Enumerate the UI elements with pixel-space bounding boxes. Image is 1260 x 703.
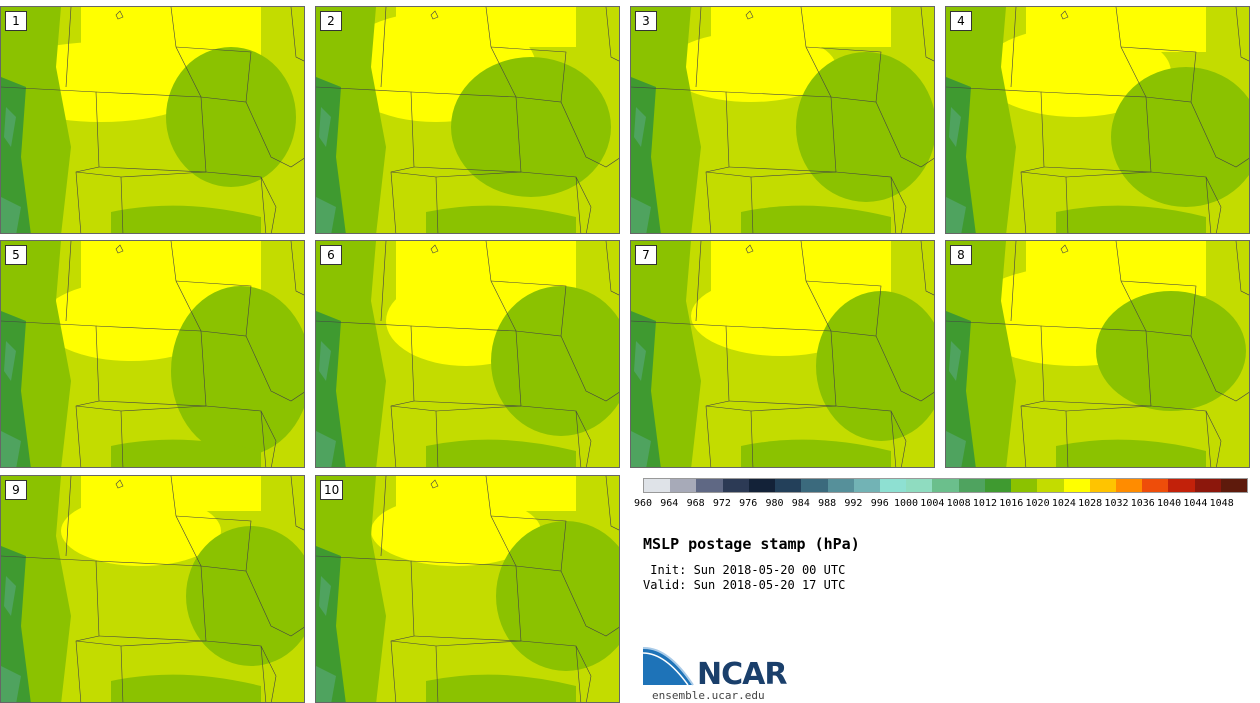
colorbar-tick-label: 988 (818, 498, 837, 509)
map-panel: 7 (630, 240, 935, 468)
colorbar-swatch (696, 479, 723, 492)
colorbar-tick-label: 1036 (1130, 498, 1155, 509)
colorbar-tick-label: 992 (844, 498, 863, 509)
init-time: Init: Sun 2018-05-20 00 UTC (643, 563, 846, 577)
colorbar-swatch (1194, 479, 1221, 492)
colorbar-tick-label: 976 (739, 498, 758, 509)
colorbar-swatch (958, 479, 985, 492)
map-panel: 1 (0, 6, 305, 234)
colorbar-tick-label: 1012 (972, 498, 997, 509)
colorbar-swatch (748, 479, 776, 492)
panel-number: 9 (5, 480, 27, 500)
colorbar-tick-label: 996 (870, 498, 889, 509)
colorbar-swatch (775, 479, 802, 492)
colorbar-tick-label: 1044 (1183, 498, 1208, 509)
colorbar-tick-label: 1024 (1051, 498, 1076, 509)
colorbar-swatch (1220, 479, 1248, 492)
panel-number: 3 (635, 11, 657, 31)
colorbar-tick-label: 968 (686, 498, 705, 509)
ncar-logo-icon (643, 646, 694, 686)
colorbar-tick-label: 980 (765, 498, 784, 509)
colorbar-tick-label: 960 (633, 498, 653, 509)
colorbar-tick-label: 1004 (920, 498, 945, 509)
map-panel: 8 (945, 240, 1250, 468)
colorbar-tick-label: 972 (712, 498, 731, 509)
colorbar-swatch (801, 479, 828, 492)
colorbar-swatch (644, 479, 671, 492)
colorbar-swatch (879, 479, 907, 492)
colorbar-swatch (1011, 479, 1038, 492)
map-panel: 3 (630, 6, 935, 234)
panel-number: 2 (320, 11, 342, 31)
colorbar-swatch (984, 479, 1012, 492)
mslp-map (631, 7, 934, 233)
mslp-map (1, 7, 304, 233)
colorbar-swatch (827, 479, 854, 492)
panel-number: 8 (950, 245, 972, 265)
mslp-map (631, 241, 934, 467)
ncar-logo-text: NCAR (697, 657, 787, 692)
colorbar-tick-label: 1048 (1209, 498, 1234, 509)
colorbar (643, 478, 1248, 493)
colorbar-tick-label: 1008 (946, 498, 971, 509)
mslp-map (946, 7, 1249, 233)
colorbar-tick-label: 1028 (1078, 498, 1103, 509)
panel-number: 10 (320, 480, 344, 500)
mslp-map (316, 476, 619, 702)
plot-title: MSLP postage stamp (hPa) (643, 535, 860, 553)
colorbar-labels: 960 964 968 972 976 980 984 988 992 996 1000 1004 10… (634, 498, 1248, 512)
website-label: ensemble.ucar.edu (652, 689, 765, 702)
colorbar-tick-label: 984 (791, 498, 810, 509)
panel-number: 5 (5, 245, 27, 265)
colorbar-swatch (1142, 479, 1169, 492)
colorbar-tick-label: 1000 (893, 498, 919, 509)
map-panel: 2 (315, 6, 620, 234)
mslp-map (316, 241, 619, 467)
colorbar-swatch (722, 479, 749, 492)
colorbar-tick-label: 1032 (1104, 498, 1129, 509)
valid-time: Valid: Sun 2018-05-20 17 UTC (643, 578, 846, 592)
colorbar-swatch (1115, 479, 1143, 492)
map-panel: 9 (0, 475, 305, 703)
mslp-map (946, 241, 1249, 467)
colorbar-tick-label: 964 (660, 498, 679, 509)
mslp-map (316, 7, 619, 233)
colorbar-tick-label: 1020 (1025, 498, 1050, 509)
colorbar-swatch (1168, 479, 1195, 492)
colorbar-swatch (1037, 479, 1064, 492)
panel-number: 1 (5, 11, 27, 31)
colorbar-swatch (853, 479, 880, 492)
mslp-map (1, 241, 304, 467)
mslp-map (1, 476, 304, 702)
colorbar-tick-label: 1016 (999, 498, 1024, 509)
colorbar-swatch (1089, 479, 1116, 492)
colorbar-swatch (932, 479, 959, 492)
colorbar-swatch (1063, 479, 1090, 492)
map-panel: 4 (945, 6, 1250, 234)
colorbar-swatch (670, 479, 697, 492)
panel-number: 6 (320, 245, 342, 265)
map-panel: 5 (0, 240, 305, 468)
panel-number: 7 (635, 245, 657, 265)
panel-number: 4 (950, 11, 972, 31)
colorbar-tick-label: 1040 (1157, 498, 1182, 509)
map-panel: 6 (315, 240, 620, 468)
map-panel: 10 (315, 475, 620, 703)
colorbar-swatch (906, 479, 933, 492)
